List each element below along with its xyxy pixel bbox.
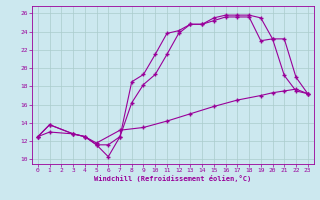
X-axis label: Windchill (Refroidissement éolien,°C): Windchill (Refroidissement éolien,°C) [94, 175, 252, 182]
